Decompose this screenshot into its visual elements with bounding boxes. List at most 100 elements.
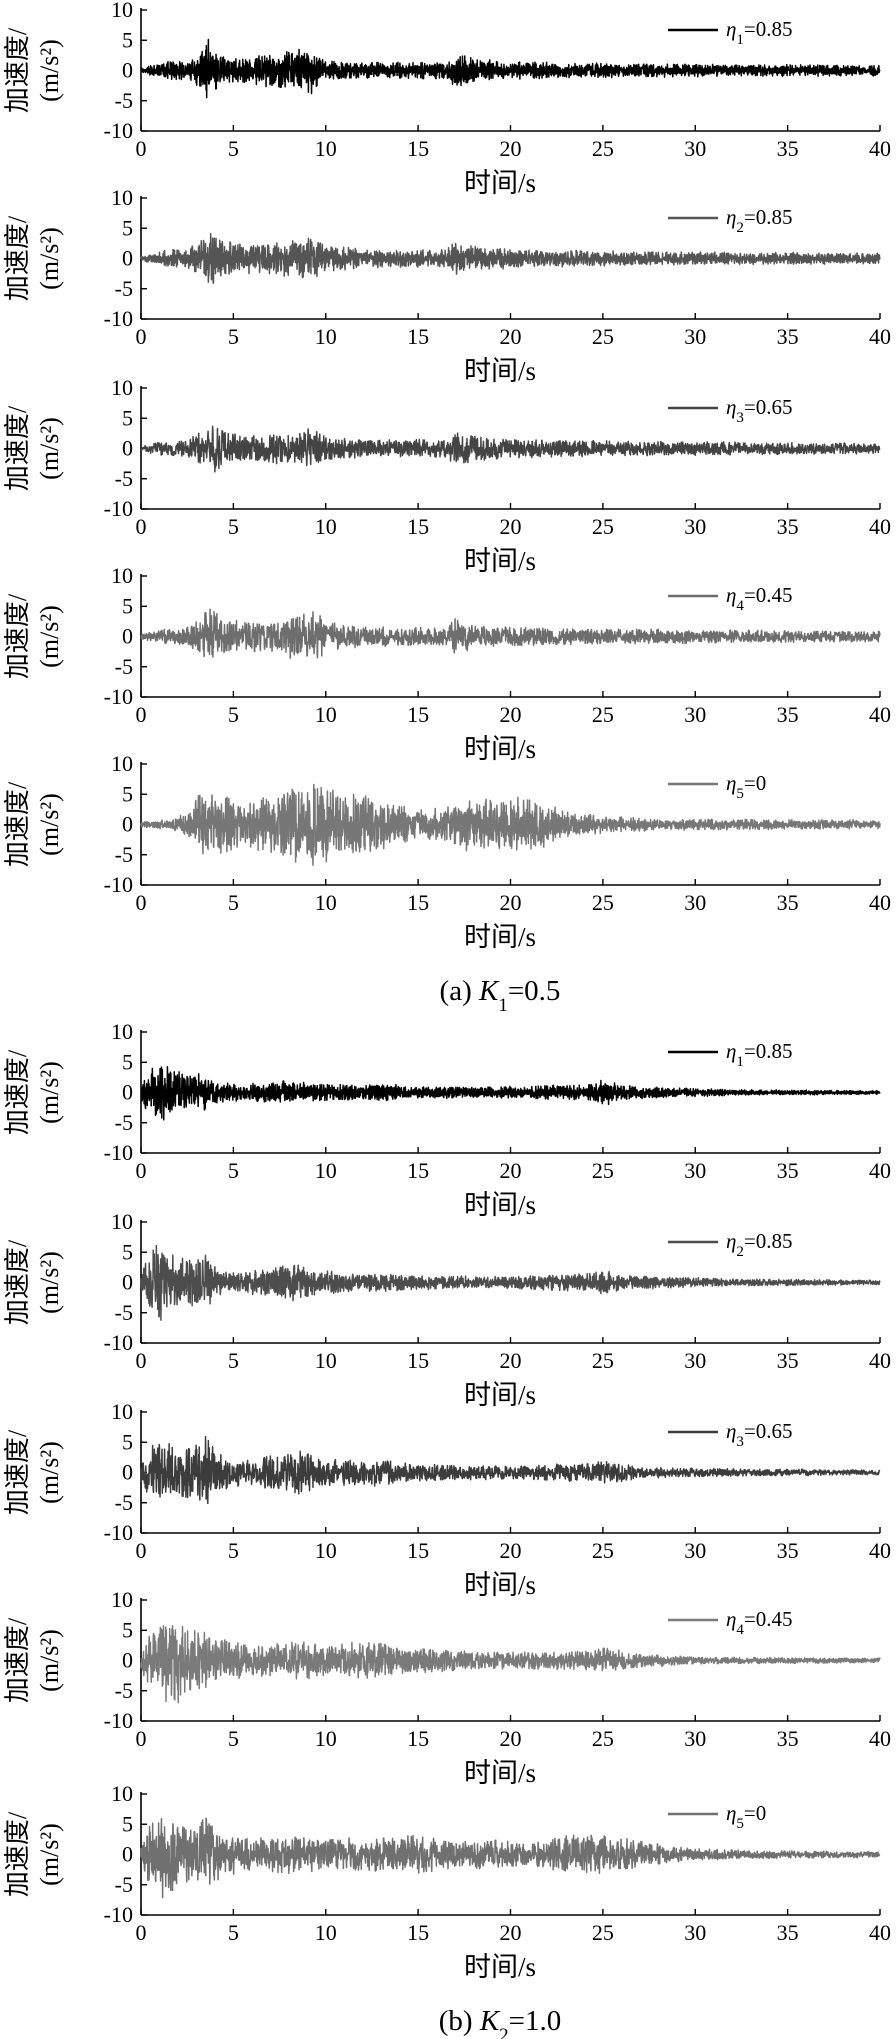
y-tick-label: -10 (104, 1708, 133, 1733)
legend-label: η4=0.45 (726, 583, 793, 614)
x-tick-label: 40 (869, 890, 891, 915)
y-tick-label: -10 (104, 1902, 133, 1927)
legend-label: η3=0.65 (726, 395, 793, 426)
series-line (140, 1435, 881, 1505)
y-tick-label: -10 (104, 306, 133, 331)
x-tick-label: 15 (407, 136, 429, 161)
x-tick-label: 20 (500, 702, 522, 727)
y-tick-label: 0 (122, 1270, 133, 1295)
x-tick-label: 40 (869, 324, 891, 349)
series-line (140, 1817, 881, 1899)
legend-label: η1=0.85 (726, 17, 793, 48)
y-tick-label: -5 (115, 88, 133, 113)
legend: η1=0.85 (668, 17, 793, 48)
y-axis-label-line-2: (m/s²) (35, 605, 64, 668)
series-line (140, 232, 881, 284)
y-axis-label-line-1: 加速度/ (3, 1617, 32, 1703)
legend-label: η3=0.65 (726, 1419, 793, 1450)
y-tick-label: 0 (122, 1648, 133, 1673)
y-tick-label: -5 (115, 1678, 133, 1703)
x-tick-label: 5 (228, 1920, 239, 1945)
y-tick-label: 5 (122, 1811, 133, 1836)
x-tick-label: 25 (592, 890, 614, 915)
y-tick-label: 5 (122, 593, 133, 618)
x-tick-label: 15 (407, 1158, 429, 1183)
y-tick-label: -10 (104, 1330, 133, 1355)
series-line (140, 1625, 881, 1704)
y-tick-label: -10 (104, 872, 133, 897)
legend-label: η5=0 (726, 771, 766, 802)
y-tick-label: 0 (122, 1080, 133, 1105)
y-tick-label: 0 (122, 624, 133, 649)
x-tick-label: 25 (592, 1348, 614, 1373)
x-tick-label: 40 (869, 702, 891, 727)
y-axis-label-line-2: (m/s²) (35, 417, 64, 480)
x-tick-label: 15 (407, 1920, 429, 1945)
legend: η4=0.45 (668, 583, 793, 614)
x-axis-label: 时间/s (464, 546, 536, 576)
x-tick-label: 25 (592, 1158, 614, 1183)
x-tick-label: 25 (592, 702, 614, 727)
x-tick-label: 25 (592, 514, 614, 539)
x-tick-label: 15 (407, 514, 429, 539)
x-tick-label: 20 (500, 514, 522, 539)
legend-label: η2=0.85 (726, 205, 793, 236)
x-axis-label: 时间/s (464, 1190, 536, 1220)
x-tick-label: 40 (869, 1726, 891, 1751)
x-tick-label: 40 (869, 1158, 891, 1183)
x-tick-label: 0 (136, 890, 147, 915)
series-line (140, 38, 881, 99)
x-tick-label: 20 (500, 136, 522, 161)
legend: η5=0 (668, 1801, 766, 1832)
x-tick-label: 0 (136, 324, 147, 349)
x-axis-label: 时间/s (464, 1758, 536, 1788)
x-tick-label: 5 (228, 890, 239, 915)
x-tick-label: 10 (315, 1538, 337, 1563)
x-tick-label: 35 (777, 1538, 799, 1563)
y-tick-label: 10 (111, 0, 133, 22)
y-axis-label-line-1: 加速度/ (3, 1811, 32, 1897)
y-tick-label: -10 (104, 684, 133, 709)
x-tick-label: 30 (684, 136, 706, 161)
x-tick-label: 30 (684, 514, 706, 539)
x-tick-label: 10 (315, 324, 337, 349)
x-tick-label: 35 (777, 890, 799, 915)
x-tick-label: 15 (407, 1726, 429, 1751)
y-axis-label-line-2: (m/s²) (35, 1251, 64, 1314)
legend-label: η5=0 (726, 1801, 766, 1832)
x-axis-label: 时间/s (464, 356, 536, 386)
legend: η2=0.85 (668, 1229, 793, 1260)
x-tick-label: 15 (407, 1348, 429, 1373)
y-tick-label: 10 (111, 563, 133, 588)
x-tick-label: 20 (500, 324, 522, 349)
x-tick-label: 35 (777, 324, 799, 349)
x-tick-label: 10 (315, 702, 337, 727)
x-tick-label: 40 (869, 1348, 891, 1373)
x-tick-label: 10 (315, 1726, 337, 1751)
y-tick-label: -5 (115, 1490, 133, 1515)
x-axis-label: 时间/s (464, 734, 536, 764)
y-tick-label: -5 (115, 654, 133, 679)
y-axis-label-line-1: 加速度/ (3, 1239, 32, 1325)
x-axis-label: 时间/s (464, 1952, 536, 1982)
y-tick-label: 10 (111, 375, 133, 400)
series-line (140, 1065, 881, 1121)
x-tick-label: 5 (228, 136, 239, 161)
x-tick-label: 0 (136, 1726, 147, 1751)
x-tick-label: 10 (315, 514, 337, 539)
x-tick-label: 30 (684, 702, 706, 727)
x-tick-label: 35 (777, 1920, 799, 1945)
y-axis-label-line-1: 加速度/ (3, 1049, 32, 1135)
x-tick-label: 30 (684, 1348, 706, 1373)
x-tick-label: 35 (777, 136, 799, 161)
x-tick-label: 35 (777, 1158, 799, 1183)
x-tick-label: 15 (407, 324, 429, 349)
x-tick-label: 30 (684, 1920, 706, 1945)
y-axis-label-line-2: (m/s²) (35, 1629, 64, 1692)
x-tick-label: 20 (500, 1538, 522, 1563)
